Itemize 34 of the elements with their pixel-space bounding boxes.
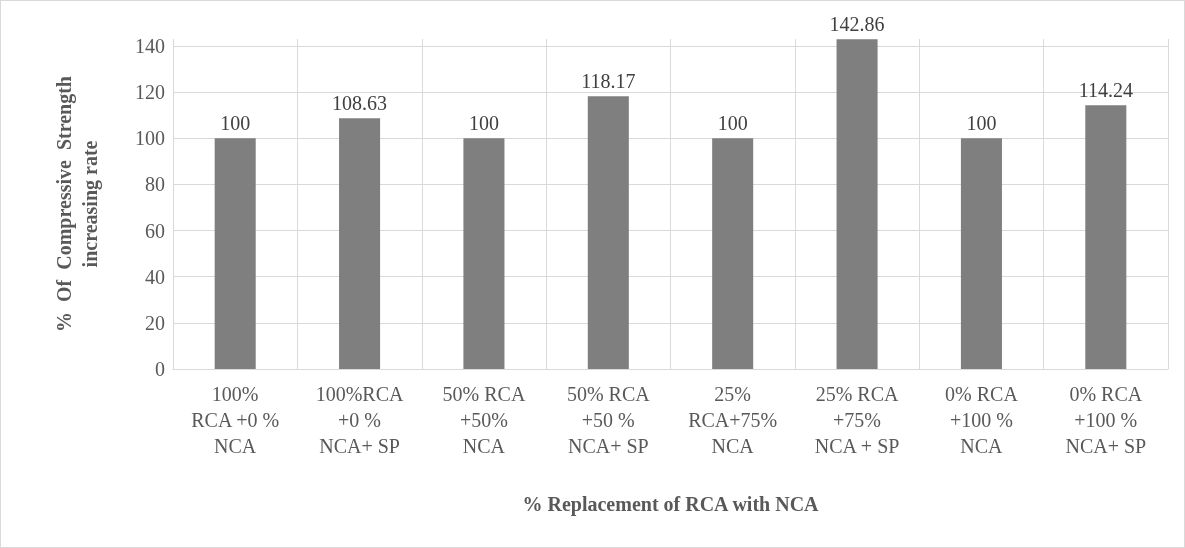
bar (960, 138, 1002, 369)
bar (712, 138, 754, 369)
y-tick-label: 20 (145, 311, 165, 334)
data-label: 142.86 (829, 13, 885, 36)
data-label: 100 (966, 112, 997, 135)
y-tick-label: 40 (145, 265, 165, 288)
data-label: 100 (468, 112, 499, 135)
y-tick-label: 140 (135, 34, 165, 57)
y-tick-label: 120 (135, 81, 165, 104)
x-tick-label: 0% RCA +100 % NCA+ SP (1065, 383, 1147, 457)
y-tick-label: 80 (145, 173, 165, 196)
data-label: 100 (220, 112, 251, 135)
x-axis-title: % Replacement of RCA with NCA (522, 493, 820, 516)
data-label: 114.24 (1078, 79, 1133, 102)
data-label: 100 (717, 112, 748, 135)
bar (339, 118, 381, 369)
y-tick-label: 60 (145, 219, 165, 242)
bar (463, 138, 505, 369)
y-tick-label: 0 (155, 358, 165, 380)
data-label: 118.17 (581, 70, 636, 93)
data-label: 108.63 (332, 92, 388, 115)
y-axis-title: % Of Compressive Strength increasing rate (53, 76, 102, 332)
x-tick-label: 50% RCA +50% NCA (442, 383, 526, 457)
y-tick-label: 100 (135, 127, 165, 150)
x-tick-label: 100% RCA +0 % NCA (191, 383, 280, 457)
bar (836, 39, 878, 369)
x-tick-label: 50% RCA +50 % NCA+ SP (566, 383, 651, 457)
x-tick-label: 100%RCA +0 % NCA+ SP (315, 383, 404, 457)
x-tick-label: 25% RCA +75% NCA + SP (814, 383, 900, 457)
x-tick-label: 25% RCA+75% NCA (688, 383, 778, 457)
bar (587, 96, 629, 369)
bar (214, 138, 256, 369)
x-tick-label: 0% RCA +100 % NCA (945, 383, 1019, 457)
bar (1085, 105, 1127, 369)
